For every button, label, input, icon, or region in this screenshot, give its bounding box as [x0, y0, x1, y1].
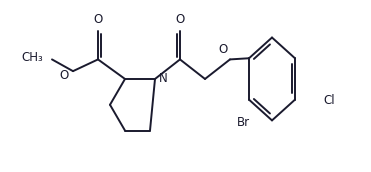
- Text: N: N: [158, 72, 167, 85]
- Text: O: O: [59, 69, 69, 82]
- Text: Br: Br: [237, 116, 250, 130]
- Text: CH₃: CH₃: [21, 51, 43, 64]
- Text: Cl: Cl: [324, 94, 335, 107]
- Text: O: O: [93, 13, 103, 26]
- Text: O: O: [175, 13, 185, 26]
- Text: O: O: [218, 42, 227, 56]
